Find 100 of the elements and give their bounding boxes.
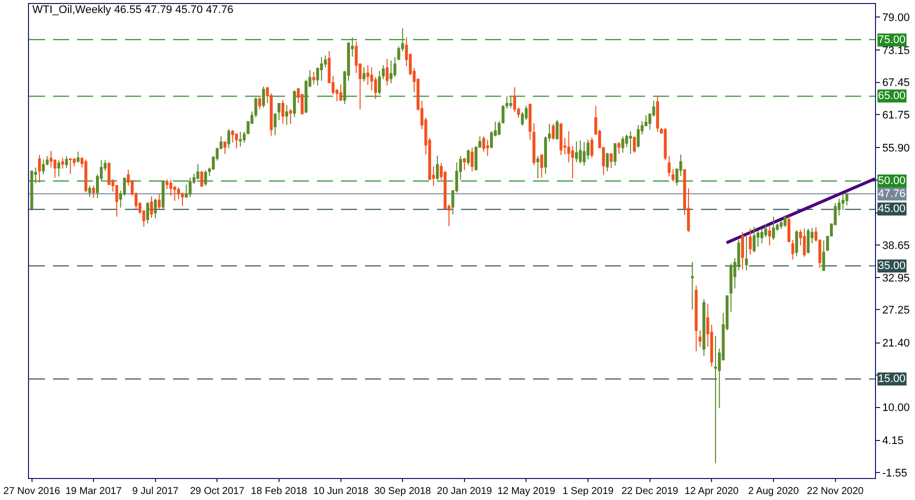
candlestick: [76, 151, 80, 163]
x-tick-label: 12 Apr 2020: [684, 486, 740, 497]
x-tick-label: 20 Jan 2019: [436, 486, 492, 497]
candlestick: [362, 66, 366, 82]
candlestick: [92, 185, 96, 199]
candlestick: [791, 239, 794, 260]
candlestick: [278, 102, 280, 120]
candlestick: [274, 112, 277, 136]
candlestick: [150, 196, 153, 218]
candlestick: [462, 157, 466, 171]
candlestick: [223, 140, 226, 154]
candlestick: [258, 96, 262, 110]
y-tick-label: 10.00: [882, 402, 910, 414]
candlestick: [822, 240, 826, 272]
candlestick: [582, 142, 586, 166]
candlestick: [845, 193, 848, 206]
candlestick: [486, 139, 490, 157]
y-tick-label: 4.15: [882, 435, 904, 448]
candlestick: [312, 71, 316, 85]
y-tick-label: 79.00: [882, 12, 910, 24]
candlestick: [289, 108, 292, 124]
candlestick: [390, 60, 392, 84]
candlestick: [281, 100, 284, 124]
y-tick-label: 61.75: [882, 109, 910, 122]
candlestick: [784, 215, 786, 228]
ref-line-label: 65.00: [878, 90, 906, 102]
y-tick-label: 32.95: [882, 272, 910, 284]
candlestick: [610, 152, 613, 169]
candlestick: [698, 330, 702, 348]
candlestick: [188, 177, 192, 198]
candlestick: [795, 230, 798, 257]
candlestick: [540, 154, 544, 178]
y-tick-label: 27.25: [882, 304, 910, 317]
candlestick: [235, 133, 238, 149]
candlestick: [552, 123, 555, 140]
ref-line-label: 35.00: [878, 260, 906, 272]
candlestick: [802, 228, 806, 258]
y-tick-label: 38.65: [882, 240, 910, 252]
candlestick: [768, 226, 772, 246]
candlestick: [702, 298, 706, 356]
candlestick: [509, 96, 512, 109]
y-tick-label: -1.55: [882, 467, 908, 480]
ref-line-label: 75.00: [878, 34, 906, 46]
candlestick: [744, 236, 748, 271]
candlestick: [42, 159, 45, 175]
candlestick: [614, 142, 617, 166]
x-tick-label: 19 Mar 2017: [65, 486, 122, 497]
candlestick: [536, 156, 540, 179]
candlestick: [629, 130, 632, 154]
candlestick: [714, 336, 717, 464]
candlestick: [436, 155, 439, 180]
candlestick: [694, 285, 698, 352]
candlestick: [196, 164, 200, 180]
x-tick-label: 9 Jul 2017: [132, 486, 179, 497]
candlestick: [238, 131, 242, 148]
candlestick: [61, 157, 64, 170]
candlestick: [386, 58, 389, 86]
candlestick: [320, 56, 323, 82]
candlestick: [482, 136, 486, 152]
candlestick: [220, 136, 222, 150]
ref-line-label: 15.00: [878, 373, 906, 385]
candlestick: [741, 231, 744, 270]
x-tick-label: 22 Dec 2019: [621, 486, 679, 497]
chart-title: WTI_Oil,Weekly 46.55 47.79 45.70 47.76: [32, 4, 234, 16]
y-tick-label: 73.15: [882, 44, 910, 57]
y-tick-label: 21.40: [882, 338, 910, 350]
candlestick: [656, 96, 660, 132]
x-tick-label: 10 Jun 2018: [313, 486, 369, 497]
candlestick: [162, 180, 165, 210]
candlestick: [668, 156, 671, 178]
candlestick: [578, 140, 582, 164]
candlestick: [466, 148, 470, 166]
candlestick: [532, 122, 536, 166]
candlestick: [68, 158, 72, 174]
candlestick: [632, 136, 636, 154]
candlestick: [84, 159, 88, 193]
candlestick: [748, 228, 752, 256]
candlestick: [38, 154, 41, 184]
candlestick: [575, 140, 578, 163]
candlestick: [590, 136, 594, 158]
candlestick: [672, 168, 674, 182]
y-tick-label: 67.45: [882, 77, 910, 90]
candlestick: [617, 142, 620, 154]
candlestick: [57, 160, 60, 178]
candlestick: [636, 124, 640, 148]
candlestick: [339, 84, 342, 102]
candlestick: [65, 156, 68, 169]
x-tick-label: 22 Nov 2020: [806, 486, 864, 497]
ref-line-label: 47.76: [878, 188, 906, 200]
candlestick: [88, 185, 92, 198]
candlestick: [470, 147, 474, 172]
candlestick: [556, 119, 559, 140]
candlestick: [154, 198, 157, 219]
candlestick: [760, 228, 764, 244]
y-tick-label: 55.90: [882, 142, 910, 155]
x-tick-label: 2 Aug 2020: [748, 486, 800, 497]
candlestick: [285, 104, 288, 126]
candlestick: [752, 226, 756, 253]
candlestick: [621, 136, 624, 154]
x-tick-label: 1 Sep 2019: [562, 486, 614, 497]
